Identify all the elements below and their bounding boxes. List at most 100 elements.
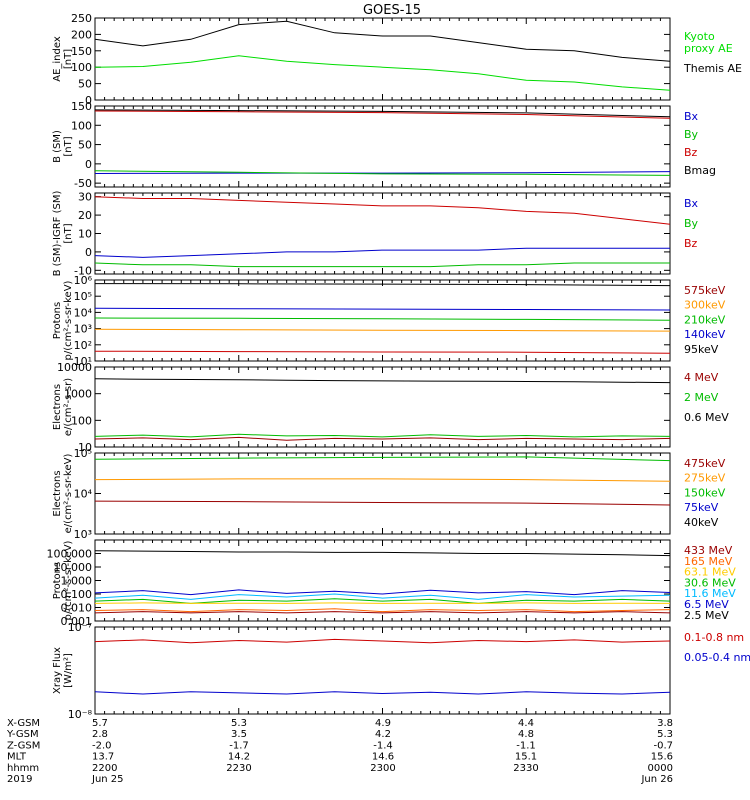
y-axis-label: e/(cm²-s-sr-keV) — [63, 454, 74, 534]
series-line — [94, 611, 671, 614]
y-tick-label: 10 — [78, 228, 92, 241]
legend-label: 75keV — [684, 501, 719, 514]
legend-label: 2 MeV — [684, 391, 719, 404]
time-axis-value: 15.6 — [651, 752, 673, 763]
legend-label: By — [684, 217, 699, 230]
legend-label: 95keV — [684, 343, 719, 356]
time-axis-value: -1.7 — [229, 740, 249, 751]
series-line — [94, 170, 671, 176]
legend-label: 30.6 MeV — [684, 576, 736, 589]
series-line — [94, 608, 671, 613]
y-axis-label: AE_index — [52, 36, 63, 82]
legend-label: 300keV — [684, 299, 726, 312]
y-tick-label: 10⁴ — [74, 488, 93, 501]
y-tick-label: -50 — [74, 177, 92, 190]
series-line — [94, 307, 671, 311]
series-line — [94, 500, 671, 506]
time-axis-value: 3.5 — [231, 729, 247, 740]
panel-5: 10 100 1000 10000 Electrons e/(cm²-s-sr) 4 MeV… — [52, 361, 729, 454]
time-axis-value: 14.6 — [372, 752, 394, 763]
panel-frame — [94, 192, 671, 275]
series-line — [94, 593, 671, 600]
series-line — [94, 350, 671, 354]
legend-label: 140keV — [684, 328, 726, 341]
y-axis-label: Protons — [52, 562, 63, 599]
legend-label: 11.6 MeV — [684, 587, 736, 600]
y-tick-label: 10000 — [57, 361, 92, 374]
legend-label: Bmag — [684, 164, 716, 177]
panel-2: -50 0 50 100 150 B (SM) [nT] Bx By Bz Bmag — [52, 100, 716, 190]
time-axis-value: 2230 — [226, 763, 251, 774]
y-tick-label: 150 — [71, 100, 92, 113]
legend-label: 433 MeV — [684, 544, 733, 557]
plot-title: GOES-15 — [363, 3, 421, 18]
time-axis-value: 2.8 — [92, 729, 108, 740]
legend-label: 165 MeV — [684, 555, 733, 568]
time-axis-value: 13.7 — [92, 752, 114, 763]
panel-frame — [94, 279, 671, 362]
time-axis-value: 14.2 — [228, 752, 250, 763]
y-tick-label: 1.000 — [61, 575, 93, 588]
legend-label: 0.05-0.4 nm — [684, 651, 750, 664]
y-axis-label: [W/m²] — [63, 653, 74, 688]
legend-label: 210keV — [684, 313, 726, 326]
legend-label: 275keV — [684, 472, 726, 485]
legend-label: By — [684, 128, 699, 141]
panel-8: 10⁻⁸ 10⁻⁷ Xray Flux [W/m²] 0.1-0.8 nm 0.05-0.… — [52, 621, 750, 721]
y-tick-label: 10² — [74, 339, 92, 352]
y-axis-label: Electrons — [52, 384, 63, 430]
y-tick-label: 150 — [71, 45, 92, 58]
time-axis-value: 4.2 — [375, 729, 391, 740]
time-axis-value: 4.4 — [518, 718, 534, 729]
legend-label: Kyoto — [684, 30, 715, 43]
y-axis-label: p/(cm²-s-sr-keV) — [63, 280, 74, 360]
y-tick-label: 10¹ — [74, 355, 92, 368]
time-axis-row-label: X-GSM — [7, 718, 40, 729]
panel-frame — [94, 452, 671, 535]
time-axis-value: Jun 25 — [91, 774, 124, 785]
y-axis-label: B (SM) — [52, 130, 63, 163]
panel-3: -10 0 10 20 30 B (SM)-IGRF (SM) [nT] Bx By Bz — [52, 191, 699, 278]
time-axis-value: 4.9 — [375, 718, 391, 729]
y-tick-label: 20 — [78, 209, 92, 222]
y-tick-label: 0 — [85, 246, 92, 259]
time-axis-value: -0.7 — [653, 740, 673, 751]
y-tick-label: 10³ — [74, 323, 92, 336]
y-tick-label: -10 — [74, 264, 92, 277]
series-line — [94, 433, 671, 438]
y-tick-label: 0 — [85, 158, 92, 171]
legend-label: Bz — [684, 146, 698, 159]
series-line — [94, 598, 671, 604]
series-line — [94, 691, 671, 695]
series-line — [94, 550, 671, 557]
time-axis-value: 5.7 — [92, 718, 108, 729]
legend-label: Bx — [684, 110, 699, 123]
series-line — [94, 20, 671, 62]
legend-label: 40keV — [684, 516, 719, 529]
y-tick-label: 200 — [71, 28, 92, 41]
y-axis-label: e/(cm²-s-sr) — [63, 378, 74, 436]
series-line — [94, 110, 671, 119]
time-axis-value: 2300 — [370, 763, 395, 774]
y-tick-label: 100.000 — [47, 548, 93, 561]
legend-label: Themis AE — [683, 62, 742, 75]
series-line — [94, 456, 671, 462]
legend-label: 0.6 MeV — [684, 411, 729, 424]
time-axis-row-label: Z-GSM — [7, 740, 40, 751]
legend-label: 6.5 MeV — [684, 598, 729, 611]
y-axis-label: [nT] — [63, 223, 74, 243]
y-tick-label: 50 — [78, 139, 92, 152]
time-axis-value: 5.3 — [657, 729, 673, 740]
legend-label: 4 MeV — [684, 371, 719, 384]
panel-7: 0.0010.0100.1001.00010.000100.000Protons… — [47, 539, 736, 628]
y-axis-label: Electrons — [52, 470, 63, 516]
legend-label: proxy AE — [684, 42, 733, 55]
y-tick-label: 10³ — [74, 528, 92, 541]
y-tick-label: 50 — [78, 78, 92, 91]
y-tick-label: 10.000 — [54, 561, 93, 574]
y-axis-label: Protons — [52, 302, 63, 339]
y-tick-label: 10 — [78, 441, 92, 454]
y-axis-label: B (SM)-IGRF (SM) — [52, 191, 63, 277]
